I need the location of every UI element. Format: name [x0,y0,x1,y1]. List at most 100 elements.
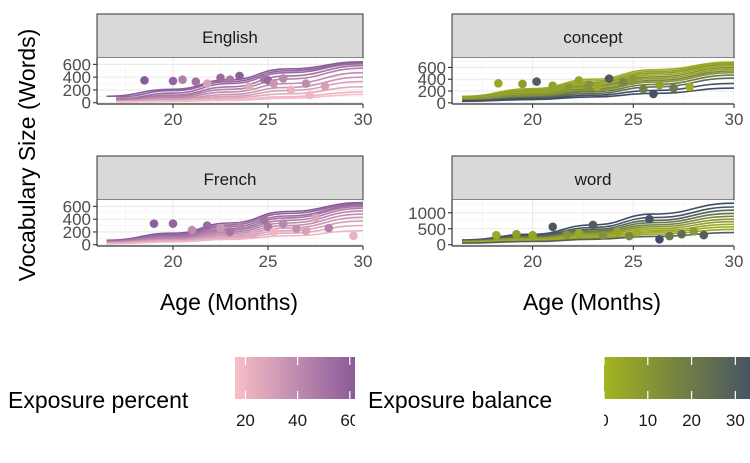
data-point [574,228,584,238]
legend-tick-label: 20 [236,411,255,430]
data-points [492,214,709,244]
data-point [248,230,258,239]
growth-curve [462,71,734,101]
data-point [528,230,537,240]
data-point [655,234,664,244]
y-tick-label: 200 [418,82,446,101]
data-point [665,231,674,241]
legend-colorbar [604,357,750,399]
data-point [168,219,178,228]
growth-curve [115,64,363,101]
y-tick-label: 400 [418,70,446,89]
growth-curve [115,76,363,102]
data-point [149,219,159,228]
x-tick-label: 30 [725,252,744,271]
x-tick-label: 25 [259,110,278,129]
data-point [202,221,212,230]
data-point [259,216,269,225]
data-point [639,84,648,94]
facet-title: concept [563,28,623,47]
x-axis-title-right: Age (Months) [523,289,661,315]
y-tick-label: 0 [437,236,446,255]
y-axis-title: Vocabulary Size (Words) [14,29,40,282]
data-point [216,73,225,83]
data-point [612,227,622,236]
data-points [494,74,694,99]
y-tick-label: 0 [437,94,446,113]
facet-strip [451,13,735,59]
y-tick-label: 0 [82,94,91,113]
data-point [685,82,694,92]
legend-tick-label: 30 [726,411,745,430]
y-tick-label: 400 [63,210,91,229]
data-point [349,231,358,241]
data-point [305,90,315,100]
data-point [532,77,541,86]
legend-tick-label: 10 [638,411,657,430]
x-tick-label: 30 [354,110,373,129]
legend-percent: Exposure percent 20 40 60 [8,357,355,430]
data-point [645,214,654,224]
data-point [187,225,197,235]
data-point [699,230,709,240]
data-point [235,71,244,81]
data-point [178,75,187,85]
growth-curve [462,62,734,98]
y-tick-label: 200 [63,81,91,100]
data-point [592,82,602,92]
x-tick-label: 20 [164,110,183,129]
data-point [191,77,201,86]
y-tick-label: 600 [63,55,91,74]
data-point [168,76,178,86]
growth-curve [106,204,363,242]
growth-curve [462,74,734,102]
facet-strip [96,13,364,59]
facet-strip [451,155,735,201]
legend-colorbar [235,357,355,399]
data-point [562,230,572,240]
data-point [618,77,628,87]
y-tick-label: 600 [418,58,446,77]
data-point [564,83,574,92]
growth-curve [115,67,363,101]
data-point [633,228,642,237]
legend-tick-label: 20 [682,411,701,430]
data-point [225,227,235,237]
data-point [624,231,634,241]
data-point [286,85,296,95]
growth-curve [462,77,734,102]
data-points [149,213,358,241]
data-point [216,223,225,233]
data-point [235,221,244,231]
growth-curve [462,61,734,98]
data-point [518,79,527,89]
data-points [140,71,330,100]
x-tick-label: 25 [624,252,643,271]
data-point [588,220,598,230]
data-point [649,89,658,99]
facet-title: French [204,170,257,189]
x-tick-label: 20 [523,252,542,271]
data-point [574,76,584,85]
x-tick-label: 25 [259,252,278,271]
data-point [598,230,608,240]
data-point [669,83,678,93]
data-point [604,74,614,83]
legend-colorbar-group: 0 10 20 30 [604,357,750,430]
growth-curve [106,229,363,245]
x-tick-label: 20 [164,252,183,271]
data-point [584,80,594,89]
facet-title: word [574,170,612,189]
growth-curve [462,63,734,99]
growth-curve [115,93,363,103]
x-axis-title-left: Age (Months) [160,289,298,315]
y-tick-label: 200 [63,223,91,242]
data-point [301,226,311,235]
data-point [548,222,558,232]
data-point [548,81,558,91]
color-legends: Exposure percent 20 40 60 Exposure balance 0 1… [8,357,750,430]
data-point [278,219,288,228]
